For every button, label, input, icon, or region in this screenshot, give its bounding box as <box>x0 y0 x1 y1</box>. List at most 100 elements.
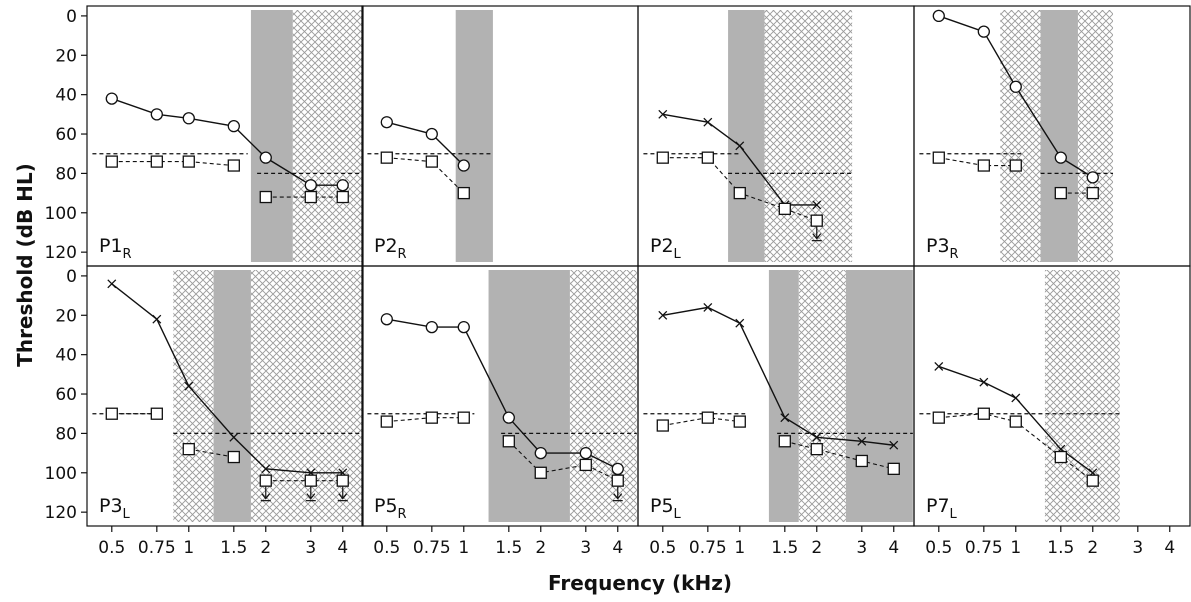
square-marker <box>855 454 868 468</box>
y-tick-label: 0 <box>66 267 77 287</box>
shaded-band <box>768 270 799 522</box>
cross-marker <box>812 432 822 442</box>
square-marker <box>105 407 118 420</box>
x-tick-label: 0.5 <box>98 538 125 558</box>
x-tick-label: 3 <box>305 538 316 558</box>
x-axis-title: Frequency (kHz) <box>548 571 732 595</box>
x-tick-label: 1.5 <box>1047 538 1074 558</box>
hatched-band <box>292 10 362 262</box>
panel-P2_R: P2R <box>361 5 639 267</box>
y-tick-label: 40 <box>55 86 77 106</box>
square-marker <box>810 214 823 227</box>
panel-label: P3R <box>926 235 959 262</box>
square-marker <box>502 435 515 448</box>
square-marker <box>1086 474 1099 487</box>
panel-frame <box>86 265 364 527</box>
panel-label-subscript: L <box>950 507 958 522</box>
square-marker <box>810 443 823 456</box>
cross-marker <box>780 413 790 423</box>
panel-label: P3L <box>99 495 131 522</box>
square-marker <box>932 411 945 424</box>
shaded-band <box>488 270 570 522</box>
panel-label: P2R <box>374 235 407 262</box>
cross-marker <box>979 377 989 387</box>
cross-marker <box>229 432 239 442</box>
circle-marker <box>579 446 592 460</box>
series-line <box>386 417 464 423</box>
circle-marker <box>425 127 438 141</box>
cross-marker <box>658 109 668 119</box>
square-marker <box>150 155 163 168</box>
y-tick-label: 100 <box>45 204 77 224</box>
panel-label-subscript: R <box>123 247 132 262</box>
cross-marker <box>812 200 822 210</box>
square-marker <box>457 186 470 200</box>
panel-label-subscript: L <box>674 247 682 262</box>
shaded-band <box>250 10 293 262</box>
y-tick-label: 60 <box>55 125 77 145</box>
circle-marker <box>457 320 470 334</box>
circle-marker <box>932 9 945 23</box>
x-tick-label: 2 <box>811 538 822 558</box>
cross-marker <box>107 279 117 289</box>
series-line <box>386 157 465 194</box>
panel-label: P7L <box>926 495 958 522</box>
hatched-band <box>1044 270 1120 522</box>
x-tick-label: 0.5 <box>925 538 952 558</box>
circle-marker <box>259 151 272 164</box>
circle-marker <box>182 112 195 125</box>
panel-frame <box>361 5 639 267</box>
x-tick-label: 0.75 <box>965 538 1003 558</box>
x-tick-label: 3 <box>856 538 867 558</box>
square-marker <box>457 411 470 424</box>
y-tick-label: 60 <box>55 385 77 405</box>
shaded-band <box>455 10 493 262</box>
y-tick-label: 80 <box>55 424 77 444</box>
square-marker <box>336 190 349 204</box>
panel-label: P5L <box>650 495 682 522</box>
series-line <box>386 121 465 167</box>
circle-marker <box>336 179 349 192</box>
x-tick-label: 0.75 <box>138 538 176 558</box>
hatched-band <box>798 270 846 522</box>
square-marker <box>1054 186 1067 200</box>
y-tick-label: 120 <box>45 243 77 263</box>
panel-P1_R: P1R 0 20 40 60 80 100 120 <box>45 5 364 267</box>
square-marker <box>733 415 746 428</box>
square-marker <box>778 202 791 215</box>
shaded-band <box>1040 10 1078 262</box>
panel-label-subscript: L <box>674 507 682 522</box>
shaded-band <box>845 270 913 522</box>
series-line <box>662 417 740 427</box>
circle-marker <box>502 411 515 424</box>
cross-marker <box>889 440 899 450</box>
series-line <box>188 448 234 458</box>
x-tick-label: 4 <box>612 538 623 558</box>
square-marker <box>932 151 945 164</box>
cross-marker <box>1011 393 1021 403</box>
square-marker <box>1009 415 1022 428</box>
panel-P5_R: P5R 0.5 0.75 1 1.5 2 3 4 <box>361 265 639 558</box>
x-tick-label: 0.5 <box>373 538 400 558</box>
square-marker <box>611 474 624 487</box>
panel-label: P2L <box>650 235 682 262</box>
panel-label-subscript: L <box>123 507 131 522</box>
x-tick-label: 2 <box>535 538 546 558</box>
x-tick-label: 0.75 <box>689 538 727 558</box>
square-marker <box>778 435 791 448</box>
square-marker <box>227 450 240 464</box>
cross-marker <box>261 464 271 474</box>
square-marker <box>887 462 900 475</box>
square-marker <box>1086 186 1099 200</box>
panel-label-subscript: R <box>950 247 959 262</box>
square-marker <box>425 411 438 424</box>
square-marker <box>1009 159 1022 172</box>
circle-marker <box>1009 80 1022 93</box>
square-marker <box>304 190 317 204</box>
y-axis-title: Threshold (dB HL) <box>13 163 37 367</box>
panels-layer: P1R 0 20 40 60 80 100 120 P2R P2L P3R P3L 0 20 40 60 80 1… <box>45 5 1191 558</box>
square-marker <box>182 443 195 456</box>
circle-marker <box>227 120 240 133</box>
down-arrow-head <box>338 493 348 500</box>
